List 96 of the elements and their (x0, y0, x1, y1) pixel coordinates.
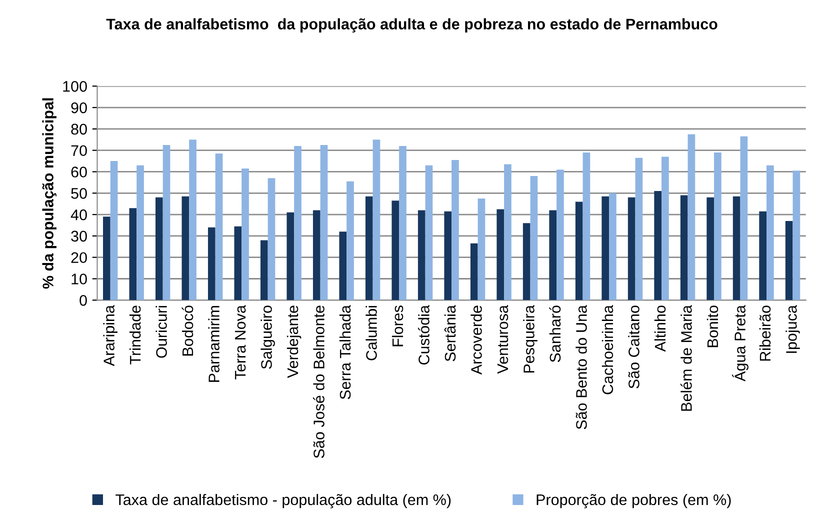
x-tick-label: Verdejante (286, 306, 302, 378)
bar (312, 210, 320, 300)
bar (260, 240, 268, 300)
x-tick-label: Calumbi (366, 306, 377, 360)
x-tick-label: São José do Belmonte (313, 306, 324, 458)
bar (530, 176, 538, 300)
bar (470, 243, 478, 300)
bar (766, 165, 774, 300)
bar (792, 170, 800, 300)
bar (425, 165, 433, 300)
x-tick-label: São Caitano (628, 306, 640, 388)
bar (582, 152, 590, 300)
bar (609, 193, 616, 300)
x-tick-label: São Bento do Una (576, 305, 587, 430)
bar (156, 197, 163, 300)
x-tick-label: Bonito (706, 306, 718, 348)
bar (688, 134, 696, 300)
bar (732, 196, 740, 300)
bar (136, 165, 144, 300)
x-tick-label: Trindade (129, 306, 141, 364)
x-tick-label: Flores (392, 306, 404, 346)
x-tick-label: Sertânia (444, 305, 456, 362)
bar (654, 191, 662, 300)
bar (556, 170, 564, 300)
y-tick-label: 80 (71, 124, 87, 135)
y-tick-label: 40 (70, 209, 87, 220)
bar (740, 136, 748, 300)
bar (522, 223, 530, 300)
x-tick-label: Pesqueira (523, 305, 538, 373)
y-tick-label: 20 (71, 252, 87, 264)
bar (182, 196, 190, 300)
bar (129, 208, 137, 300)
y-axis-title: % da população municipal (42, 98, 56, 289)
y-tick-label: 50 (71, 188, 87, 199)
y-tick-label: 60 (71, 166, 87, 178)
bar (339, 232, 347, 300)
x-tick-label: Sanharó (549, 306, 561, 362)
legend-label: Proporção de pobres (em %) (536, 494, 731, 508)
bar (208, 227, 216, 300)
bar (110, 161, 118, 300)
y-tick-label: 0 (80, 295, 87, 306)
x-tick-label: Araripina (103, 305, 118, 366)
bar (504, 164, 512, 300)
bar (392, 200, 400, 300)
bar (234, 226, 242, 300)
x-tick-label: Cachoeirinha (602, 305, 614, 394)
y-tick-label: 10 (72, 274, 87, 284)
bar (286, 212, 294, 300)
x-tick-label: Bodocó (182, 306, 194, 356)
bar (602, 196, 610, 300)
x-tick-label: Venturosa (497, 305, 508, 374)
y-tick-label: 100 (63, 81, 87, 92)
bar (346, 181, 354, 300)
bar (785, 220, 793, 300)
bar (496, 209, 504, 300)
y-tick-label: 30 (71, 230, 87, 242)
bar (575, 202, 583, 300)
bar (714, 152, 722, 300)
bar (320, 144, 328, 300)
x-tick-label: Ipojuca (786, 305, 800, 353)
bar (215, 154, 223, 300)
x-tick-label: Altinho (654, 306, 666, 352)
y-tick-label: 70 (71, 145, 87, 156)
bar (365, 196, 373, 300)
x-tick-label: Arcoverde (470, 306, 482, 375)
bar (680, 195, 688, 300)
bar (549, 210, 557, 300)
y-tick-label: 90 (71, 102, 87, 114)
legend-label: Taxa de analfabetismo - população adulta (em %) (116, 494, 451, 508)
x-tick-label: Água Preta (732, 305, 748, 382)
x-tick-label: Parnamirim (208, 306, 220, 382)
bar (189, 140, 196, 300)
x-tick-label: Terra Nova (235, 305, 246, 380)
bar (635, 158, 643, 300)
bar (759, 211, 767, 300)
bar (268, 178, 276, 300)
bar (103, 216, 110, 300)
x-tick-label: Belém de Maria (680, 305, 692, 411)
bar (452, 160, 459, 300)
x-tick-label: Ribeirão (759, 306, 771, 361)
bar (162, 144, 170, 300)
x-tick-label: Serra Talhada (339, 305, 351, 400)
bar (372, 140, 380, 300)
chart-title: Taxa de analfabetismo da população adulta e de pobreza no estado de Pernambuco (106, 18, 718, 33)
bar (294, 146, 302, 300)
bar (706, 197, 714, 300)
x-tick-label: Ouricuri (156, 306, 167, 358)
bar (628, 197, 636, 300)
x-tick-label: Salgueiro (260, 306, 275, 369)
bar (478, 198, 486, 300)
bar (399, 146, 406, 300)
bar (418, 210, 426, 300)
bar (242, 168, 249, 300)
bar (444, 211, 452, 300)
bar (662, 156, 669, 300)
x-tick-label: Custódia (418, 305, 430, 365)
